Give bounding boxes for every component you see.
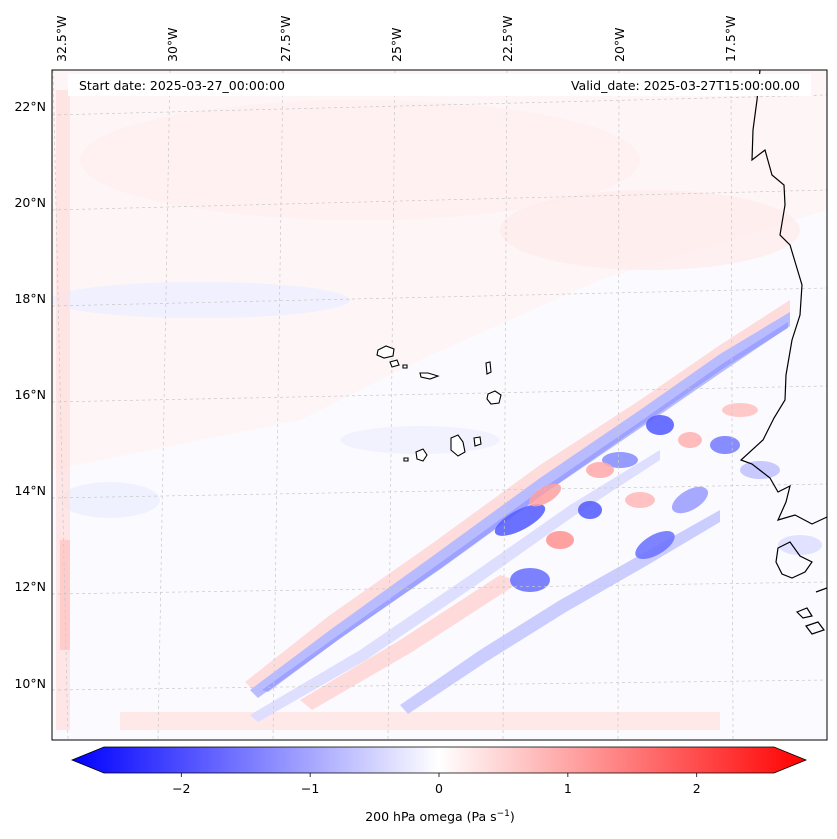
africa-coastline (739, 70, 827, 635)
colorbar-label-exponent: −1 (497, 809, 510, 819)
lat-tick-label: 14°N (14, 483, 46, 498)
colorbar: −2 −1 0 1 2 200 hPa omega (Pa s−1) (70, 746, 808, 824)
cape-verde-islands (376, 345, 502, 462)
header-box (68, 74, 811, 96)
lon-tick-label: 17.5°W (723, 16, 738, 62)
lon-tick-label: 30°W (165, 27, 180, 62)
colorbar-label-text: 200 hPa omega (Pa s (365, 809, 496, 824)
lat-tick-label: 12°N (14, 579, 46, 594)
colorbar-tick-label: 2 (693, 781, 701, 796)
lon-tick-label: 27.5°W (278, 16, 293, 62)
lon-tick-label: 32.5°W (54, 16, 69, 62)
lat-tick-label: 10°N (14, 676, 46, 691)
lat-tick-label: 18°N (14, 291, 46, 306)
colorbar-tick-label: −1 (301, 781, 319, 796)
longitude-labels: 32.5°W 30°W 27.5°W 25°W 22.5°W 20°W 17.5… (54, 16, 738, 62)
colorbar-ticks: −2 −1 0 1 2 (172, 773, 701, 796)
lon-tick-label: 20°W (612, 27, 627, 62)
colorbar-bar (70, 746, 808, 774)
lat-tick-label: 20°N (14, 195, 46, 210)
colorbar-label: 200 hPa omega (Pa s−1) (365, 809, 515, 824)
valid-date-label: Valid_date: 2025-03-27T15:00:00.00 (571, 78, 800, 93)
start-date-label: Start date: 2025-03-27_00:00:00 (79, 78, 285, 93)
lat-tick-label: 22°N (14, 99, 46, 114)
lon-tick-label: 22.5°W (500, 16, 515, 62)
colorbar-label-close: ) (510, 809, 515, 824)
map-frame (51, 69, 828, 741)
lat-tick-label: 16°N (14, 387, 46, 402)
map-panel: Start date: 2025-03-27_00:00:00 Valid_da… (51, 69, 828, 741)
colorbar-tick-label: −2 (172, 781, 190, 796)
latitude-labels: 22°N 20°N 18°N 16°N 14°N 12°N 10°N (14, 99, 46, 691)
colorbar-tick-label: 1 (564, 781, 572, 796)
graticule (52, 70, 827, 740)
colorbar-tick-label: 0 (435, 781, 443, 796)
lon-tick-label: 25°W (389, 27, 404, 62)
